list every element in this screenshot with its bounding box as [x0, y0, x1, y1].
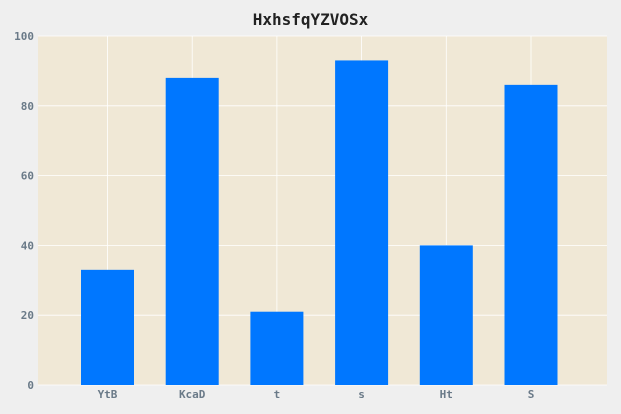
x-tick-label: S [528, 388, 535, 401]
x-tick-label: s [358, 388, 365, 401]
bar-YtB [81, 269, 134, 385]
y-tick-label: 40 [21, 239, 34, 252]
y-tick-label: 0 [27, 379, 34, 392]
x-tick-label: t [274, 388, 281, 401]
bar-KcaD [165, 77, 219, 385]
bar-t [250, 311, 304, 385]
y-tick-label: 60 [21, 170, 34, 183]
x-tick-label: Ht [440, 388, 453, 401]
bar-s [335, 60, 389, 386]
bar-Ht [419, 245, 473, 385]
bar-S [504, 84, 558, 386]
y-tick-label: 20 [21, 309, 34, 322]
x-tick-label: YtB [98, 388, 118, 401]
y-tick-label: 80 [21, 100, 34, 113]
y-tick-label: 100 [14, 30, 34, 43]
chart-title: HxhsfqYZVOSx [252, 10, 369, 29]
x-tick-label: KcaD [179, 388, 206, 401]
